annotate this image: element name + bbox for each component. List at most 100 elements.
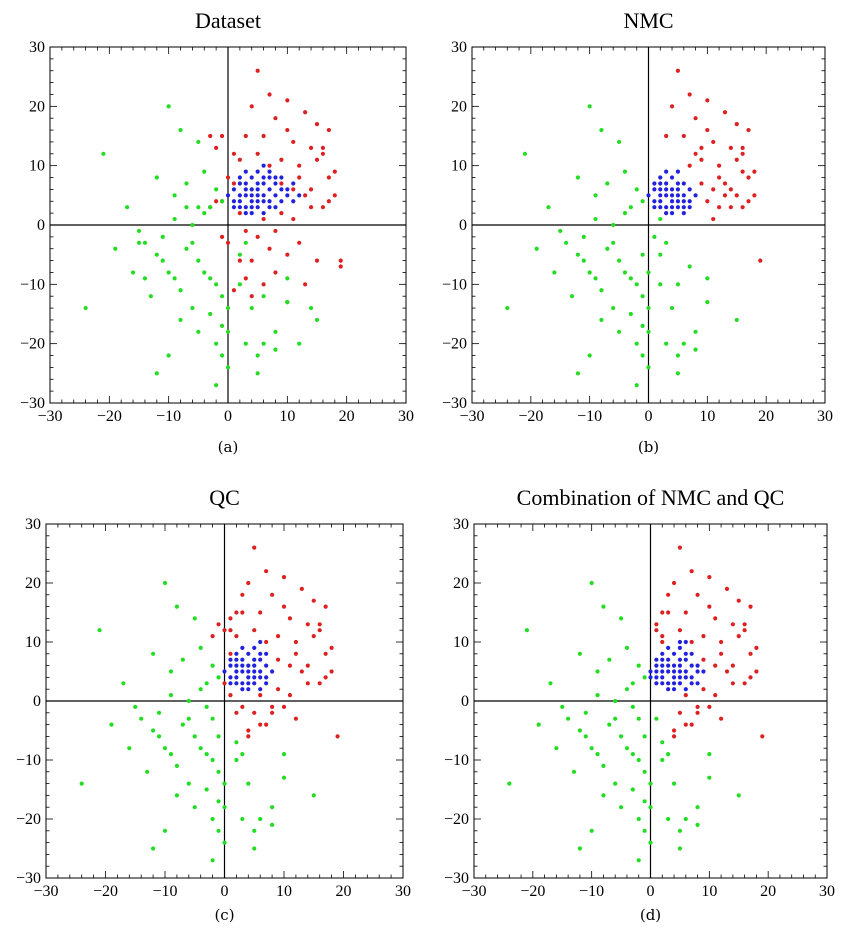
data-point [752, 193, 757, 198]
y-tick-label: 10 [453, 634, 469, 651]
data-point [252, 846, 257, 851]
data-point [671, 734, 677, 739]
data-point [281, 704, 287, 710]
data-point [616, 258, 622, 263]
data-point [660, 757, 665, 763]
data-point [136, 228, 142, 234]
y-tick-label: −20 [444, 811, 469, 828]
data-point [293, 639, 298, 645]
data-point [693, 193, 698, 198]
data-point [168, 752, 174, 757]
x-tick-label: 0 [645, 408, 653, 425]
data-point [742, 628, 747, 633]
data-point [705, 300, 710, 305]
data-point [695, 710, 700, 715]
data-point [666, 592, 671, 597]
data-point [258, 657, 263, 662]
data-point [646, 270, 651, 275]
data-point [664, 341, 669, 346]
data-point [713, 616, 718, 621]
data-point [252, 681, 257, 686]
data-point [681, 199, 686, 204]
x-tick-label: 30 [819, 883, 835, 900]
data-point [264, 675, 269, 680]
data-point [279, 211, 284, 216]
series-2 [225, 163, 302, 216]
data-point [291, 187, 296, 192]
data-point [660, 681, 665, 686]
data-point [297, 163, 302, 168]
data-point [246, 675, 251, 680]
data-point [204, 752, 209, 757]
x-tick-label: −10 [152, 883, 177, 900]
data-point [671, 687, 677, 692]
data-point [724, 586, 730, 592]
data-point [689, 663, 694, 668]
data-point [270, 592, 275, 597]
data-point [505, 305, 510, 311]
data-point [701, 687, 706, 692]
data-point [522, 151, 528, 156]
data-point [314, 157, 320, 162]
data-point [671, 669, 677, 674]
data-point [689, 639, 694, 645]
data-point [252, 545, 257, 550]
data-point [275, 657, 281, 662]
data-point [326, 175, 331, 180]
data-point [711, 187, 716, 192]
data-point [145, 769, 150, 774]
data-point [275, 634, 281, 639]
data-point [101, 151, 106, 156]
data-point [234, 757, 239, 763]
y-tick-label: 0 [37, 217, 45, 234]
data-point [320, 205, 326, 210]
y-tick-label: −10 [16, 752, 41, 769]
data-point [671, 663, 677, 668]
data-point [243, 193, 248, 198]
x-tick-label: 30 [398, 408, 414, 425]
chart-title: NMC [623, 8, 673, 33]
data-point [683, 693, 688, 698]
data-point [740, 145, 745, 150]
x-tick-label: −20 [93, 883, 118, 900]
data-point [287, 616, 293, 621]
data-point [711, 216, 716, 222]
data-point [601, 604, 606, 609]
data-point [172, 216, 177, 222]
data-point [291, 216, 296, 222]
data-point [255, 68, 260, 73]
data-point [675, 187, 681, 192]
data-point [593, 276, 598, 281]
data-point [640, 199, 645, 204]
data-point [581, 258, 586, 263]
data-point [113, 246, 118, 251]
data-point [323, 651, 328, 656]
data-point [689, 722, 694, 727]
data-point [160, 258, 165, 263]
data-point [636, 663, 641, 668]
data-point [219, 133, 225, 139]
data-point [689, 675, 694, 680]
y-tick-label: 20 [451, 98, 467, 115]
data-point [583, 734, 588, 739]
data-point [546, 205, 551, 210]
data-point [297, 175, 302, 180]
data-point [275, 687, 281, 692]
data-point [683, 816, 688, 822]
y-tick-label: 20 [453, 575, 469, 592]
x-tick-label: −20 [97, 408, 122, 425]
data-point [660, 610, 665, 615]
data-point [664, 169, 669, 174]
data-point [264, 663, 269, 668]
y-tick-label: 30 [451, 39, 467, 56]
data-point [599, 288, 604, 293]
data-point [228, 693, 233, 698]
data-point [320, 145, 326, 150]
data-point [228, 675, 233, 680]
data-point [237, 205, 242, 210]
data-point [536, 722, 541, 727]
data-point [281, 575, 287, 580]
data-point [724, 669, 730, 674]
data-point [616, 329, 622, 334]
data-point [291, 139, 296, 145]
